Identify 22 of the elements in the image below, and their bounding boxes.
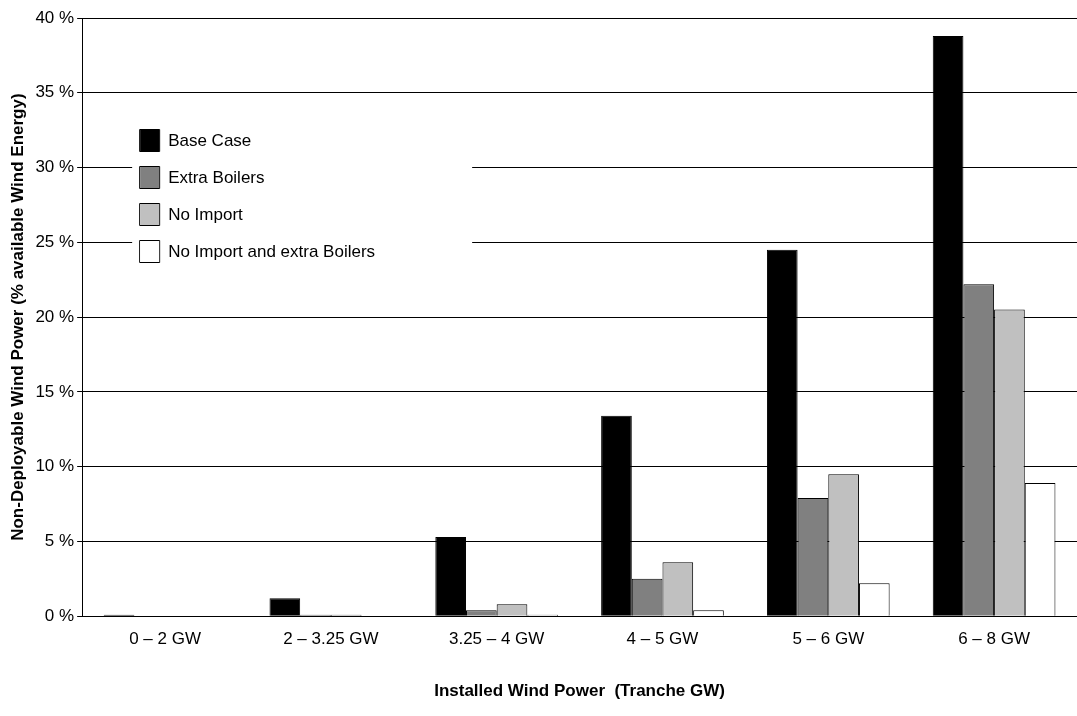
x-axis-title: Installed Wind Power (Tranche GW) [434,681,725,701]
y-tick-label: 0 % [44,605,75,625]
x-tick-label: 5 – 6 GW [792,629,865,649]
y-axis-title: Non-Deployable Wind Power (% available Wind Energy) [7,93,27,541]
legend-label: No Import [168,204,244,224]
y-tick-label: 15 % [35,381,75,401]
legend-label: No Import and extra Boilers [168,241,376,261]
legend-label: Base Case [168,130,252,150]
y-tick-label: 20 % [35,306,75,326]
x-tick-label: 4 – 5 GW [626,629,699,649]
y-tick-label: 25 % [35,232,75,252]
y-tick-label: 5 % [44,531,75,551]
bar [269,598,301,616]
x-tick-label: 6 – 8 GW [958,629,1030,649]
y-tick-label: 10 % [35,456,75,476]
y-tick-label: 30 % [35,157,75,177]
x-tick-label: 2 – 3.25 GW [283,629,379,649]
y-tick-label: 40 % [35,7,75,27]
x-tick-label: 3.25 – 4 GW [448,629,545,649]
x-tick-label: 0 – 2 GW [129,629,201,649]
legend-label: Extra Boilers [168,167,265,187]
y-tick-label: 35 % [35,82,75,102]
